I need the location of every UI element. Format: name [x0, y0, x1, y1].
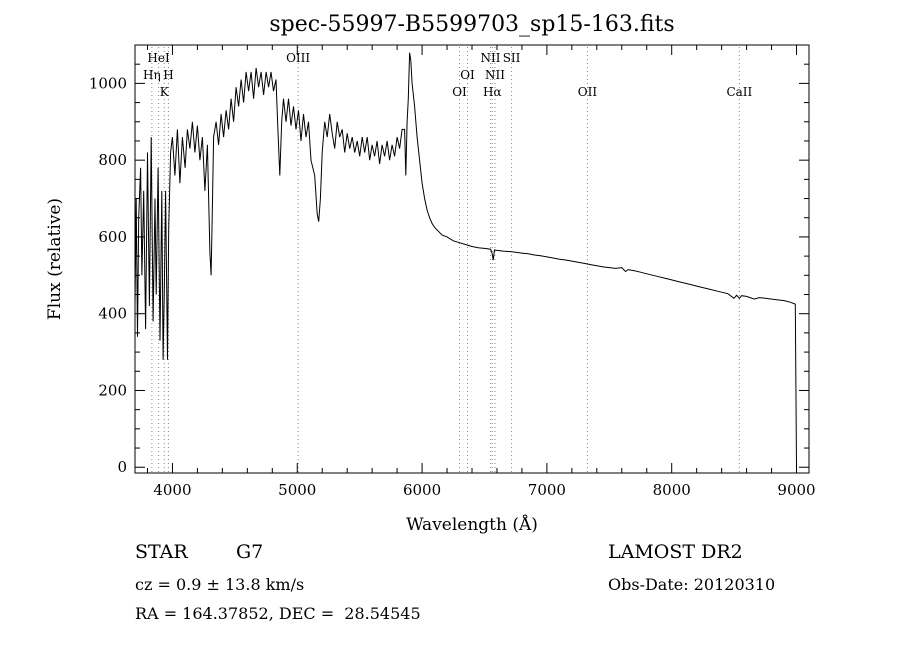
- chart-title: spec-55997-B5599703_sp15-163.fits: [269, 12, 674, 37]
- line-label: H: [163, 68, 173, 82]
- line-label: NII: [480, 51, 500, 65]
- line-label: K: [160, 85, 170, 99]
- line-label: Hη: [143, 68, 161, 82]
- line-label: NII: [485, 68, 505, 82]
- spectrum-line: [134, 52, 797, 468]
- y-tick-label: 400: [98, 305, 127, 323]
- line-label: OII: [578, 85, 598, 99]
- x-axis: 4000 5000 6000 7000 8000 9000: [146, 45, 816, 499]
- redshift-cz: cz = 0.9 ± 13.8 km/s: [135, 575, 305, 594]
- line-label: Hα: [483, 85, 502, 99]
- survey-name: LAMOST DR2: [608, 541, 743, 563]
- x-tick-label: 8000: [653, 481, 691, 499]
- y-tick-label: 200: [98, 381, 127, 399]
- line-label: OI: [452, 85, 467, 99]
- x-tick-label: 4000: [153, 481, 191, 499]
- line-label: OIII: [286, 51, 310, 65]
- emission-line-markers: [151, 47, 740, 473]
- x-tick-label: 7000: [528, 481, 566, 499]
- obs-date: Obs-Date: 20120310: [608, 575, 776, 594]
- object-class: STAR: [135, 541, 188, 563]
- y-axis: 0 200 400 600 800 1000: [89, 63, 809, 476]
- object-subclass: G7: [236, 541, 264, 563]
- x-tick-label: 5000: [278, 481, 316, 499]
- plot-frame: [134, 44, 810, 474]
- y-tick-label: 0: [117, 458, 127, 476]
- line-label: CaII: [726, 85, 752, 99]
- x-axis-label: Wavelength (Å): [406, 514, 538, 535]
- y-tick-label: 800: [98, 151, 127, 169]
- line-label: HeI: [147, 51, 170, 65]
- line-label: SII: [503, 51, 521, 65]
- y-axis-label: Flux (relative): [45, 198, 65, 320]
- line-label: OI: [460, 68, 475, 82]
- x-tick-label: 6000: [403, 481, 441, 499]
- ra-dec: RA = 164.37852, DEC = 28.54545: [135, 604, 421, 623]
- x-tick-label: 9000: [777, 481, 815, 499]
- y-tick-label: 600: [98, 228, 127, 246]
- y-tick-label: 1000: [89, 74, 127, 92]
